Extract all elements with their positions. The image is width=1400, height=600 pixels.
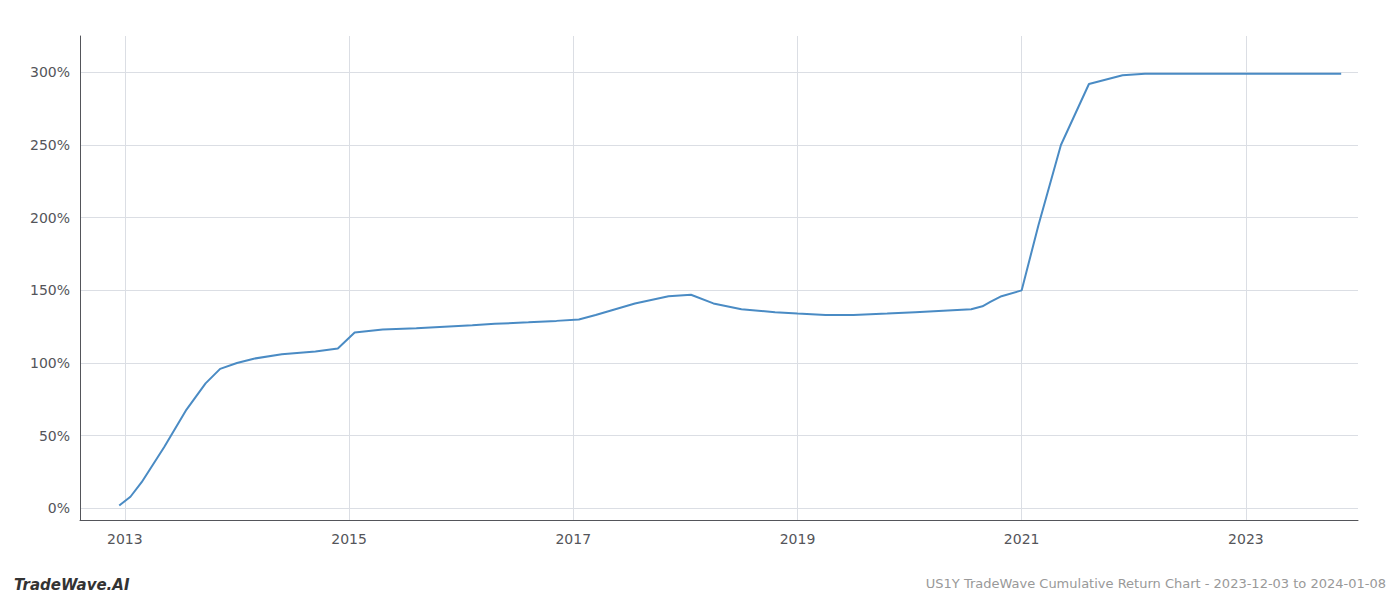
svg-text:2013: 2013 bbox=[107, 531, 143, 547]
svg-text:250%: 250% bbox=[30, 137, 70, 153]
svg-text:TradeWave.AI: TradeWave.AI bbox=[14, 576, 130, 594]
svg-text:200%: 200% bbox=[30, 210, 70, 226]
svg-text:US1Y TradeWave Cumulative Retu: US1Y TradeWave Cumulative Return Chart -… bbox=[926, 576, 1386, 591]
svg-text:2023: 2023 bbox=[1228, 531, 1264, 547]
svg-text:100%: 100% bbox=[30, 355, 70, 371]
svg-text:2015: 2015 bbox=[331, 531, 367, 547]
svg-text:50%: 50% bbox=[39, 428, 70, 444]
svg-text:2019: 2019 bbox=[780, 531, 816, 547]
svg-text:2017: 2017 bbox=[555, 531, 591, 547]
svg-text:150%: 150% bbox=[30, 282, 70, 298]
svg-text:2021: 2021 bbox=[1004, 531, 1040, 547]
svg-text:0%: 0% bbox=[48, 500, 70, 516]
svg-text:300%: 300% bbox=[30, 64, 70, 80]
